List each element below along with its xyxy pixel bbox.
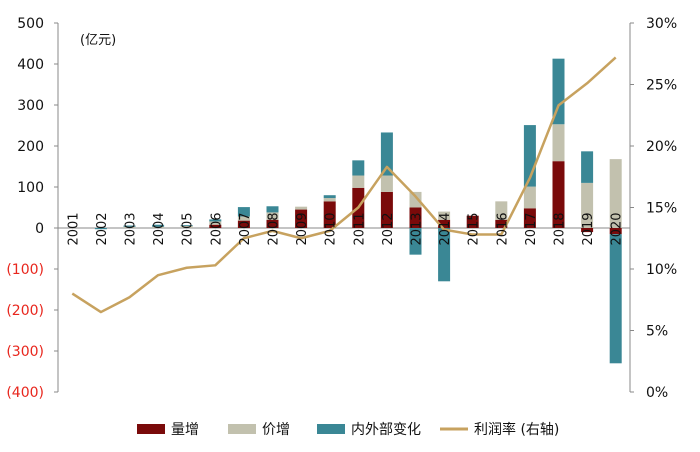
x-tick-label: 2001	[66, 212, 81, 245]
bar-segment	[523, 186, 536, 209]
bar-segment	[438, 211, 451, 220]
bar-segment	[266, 219, 279, 228]
bar-segment	[152, 224, 165, 227]
legend-label: 量增	[171, 422, 199, 438]
bar-segment	[180, 225, 193, 228]
bar-segment	[237, 207, 250, 217]
left-tick-label: 300	[17, 98, 44, 114]
x-tick-label: 2005	[181, 212, 196, 245]
x-tick-label: 2015	[467, 212, 482, 245]
bar-segment	[380, 132, 393, 176]
x-tick-label: 2012	[381, 212, 396, 245]
x-tick-label: 2010	[324, 212, 339, 245]
bar-segment	[581, 228, 594, 233]
legend-label: 价增	[262, 422, 290, 438]
x-tick-label: 2013	[410, 212, 425, 245]
bar-segment	[323, 195, 336, 199]
bar-segment	[495, 219, 508, 228]
bar-segment	[266, 212, 279, 220]
bar-segment	[581, 151, 594, 183]
bar-segment	[380, 175, 393, 192]
bar-segment	[266, 206, 279, 213]
bar-segment	[409, 207, 422, 228]
bar-segment	[609, 228, 622, 235]
legend-swatch	[137, 424, 165, 434]
profit-margin-line	[71, 56, 617, 314]
axes: 500 400 300 200 100 0 (100) (200) (300) (400) 30% 2…	[6, 16, 677, 401]
bar-segment	[209, 224, 222, 228]
x-tick-label: 2011	[352, 212, 367, 245]
bar-segment	[466, 215, 479, 228]
right-tick-label: 0%	[646, 385, 668, 401]
bar-segment	[552, 58, 565, 125]
x-tick-label: 2019	[581, 212, 596, 245]
bar-segment	[209, 221, 222, 225]
left-tick-label: (100)	[6, 262, 44, 278]
legend: 量增 价增 内外部变化 利润率 (右轴)	[137, 421, 559, 438]
x-tick-label: 2002	[95, 212, 110, 245]
bar-segment	[94, 228, 107, 230]
left-tick-label: (200)	[6, 303, 44, 319]
legend-label: 利润率 (右轴)	[474, 421, 559, 438]
bar-segment	[237, 220, 250, 228]
bar-segment	[295, 206, 308, 210]
right-tick-label: 25%	[646, 78, 677, 94]
bar-segment	[438, 228, 451, 282]
right-tick-label: 5%	[646, 324, 668, 340]
legend-swatch	[228, 424, 256, 434]
x-tick-label: 2004	[152, 212, 167, 245]
x-tick-label: 2017	[524, 212, 539, 245]
bar-segment	[380, 191, 393, 228]
bar-segment	[152, 226, 165, 228]
profit-line-layer	[71, 56, 617, 314]
legend-swatch	[317, 424, 345, 434]
right-tick-label: 15%	[646, 201, 677, 217]
bar-segment	[123, 226, 136, 228]
left-tick-label: 0	[35, 221, 44, 237]
bar-segment	[495, 201, 508, 220]
x-tick-label: 2014	[438, 212, 453, 245]
bar-segment	[609, 159, 622, 228]
left-tick-label: (400)	[6, 385, 44, 401]
left-tick-label: (300)	[6, 344, 44, 360]
bar-segment	[409, 191, 422, 208]
bar-segment	[323, 201, 336, 228]
x-tick-label: 2008	[267, 212, 282, 245]
bar-segment	[409, 228, 422, 255]
right-tick-label: 10%	[646, 262, 677, 278]
left-tick-label: 400	[17, 57, 44, 73]
bar-segment	[352, 160, 365, 176]
bar-segment	[581, 182, 594, 228]
bars	[94, 58, 622, 364]
x-tick-label: 2003	[124, 212, 139, 245]
bar-segment	[523, 208, 536, 228]
x-tick-label: 2018	[553, 212, 568, 245]
left-tick-label: 100	[17, 180, 44, 196]
left-tick-label: 500	[17, 16, 44, 32]
x-tick-label: 2020	[610, 212, 625, 245]
x-axis-labels: 2001 2002 2003 2004 2005 2006 2007 2008 2009 2010…	[66, 212, 624, 245]
bar-segment	[352, 175, 365, 188]
bar-segment	[552, 161, 565, 228]
bar-segment	[209, 219, 222, 222]
bar-segment	[123, 225, 136, 227]
bar-segment	[609, 234, 622, 364]
bar-segment	[552, 124, 565, 162]
x-tick-label: 2007	[238, 212, 253, 245]
x-tick-label: 2016	[495, 212, 510, 245]
bar-segment	[323, 198, 336, 202]
right-tick-label: 20%	[646, 139, 677, 155]
bar-segment	[237, 216, 250, 221]
bar-segment	[438, 219, 451, 228]
x-tick-label: 2006	[209, 212, 224, 245]
bar-segment	[295, 209, 308, 228]
bar-segment	[180, 225, 193, 226]
legend-label: 内外部变化	[351, 422, 421, 438]
right-tick-label: 30%	[646, 16, 677, 32]
unit-label: (亿元)	[80, 33, 116, 48]
left-tick-label: 200	[17, 139, 44, 155]
x-tick-label: 2009	[295, 212, 310, 245]
